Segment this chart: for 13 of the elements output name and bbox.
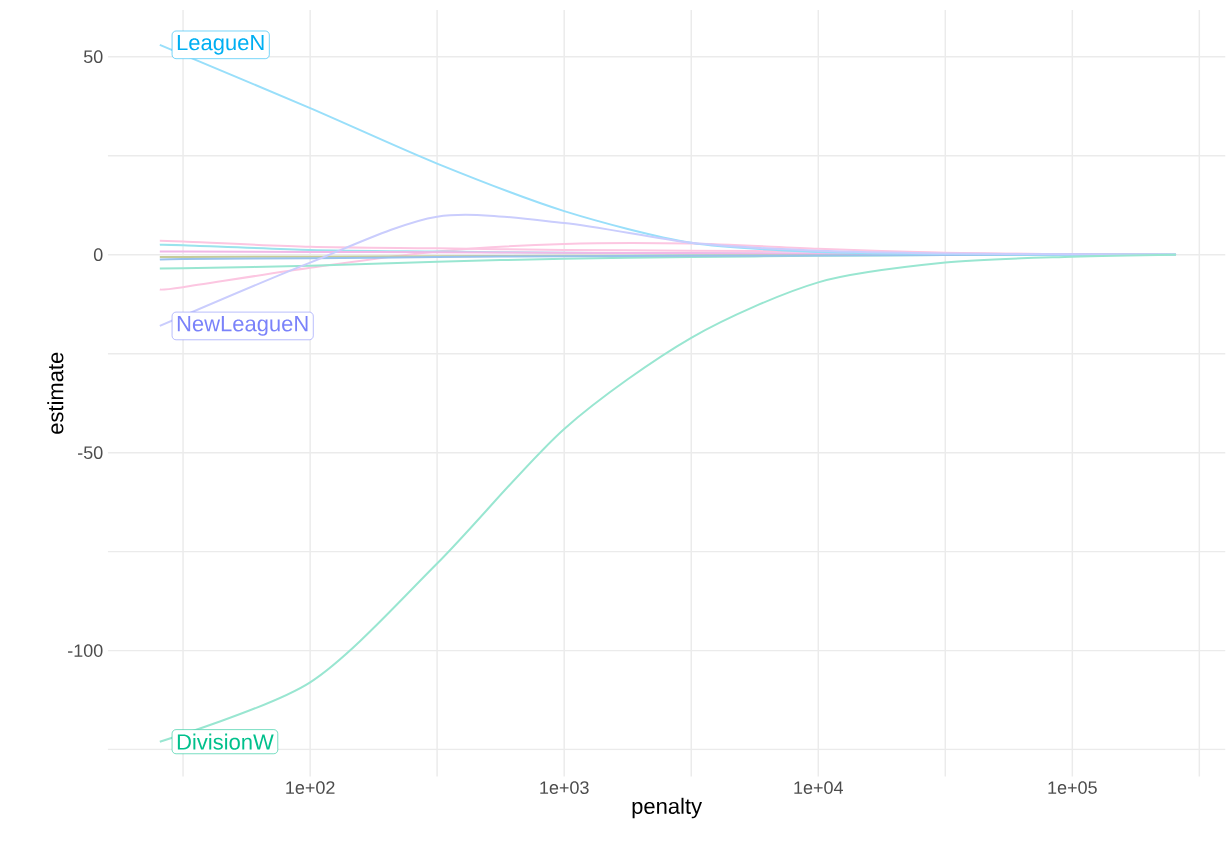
x-tick-label: 1e+05 [1048,781,1097,794]
y-tick-label: 0 [93,248,103,261]
y-tick-label: -50 [78,446,103,459]
series-label: NewLeagueN [177,315,308,336]
series-label: LeagueN [177,34,264,55]
x-tick-label: 1e+04 [794,781,843,794]
x-tick-label: 1e+03 [540,781,589,794]
y-tick-label: -100 [68,644,103,657]
y-tick-label: 50 [83,50,103,63]
x-tick-label: 1e+02 [286,781,335,794]
x-axis-title: penalty [632,797,703,819]
y-axis-title: estimate [47,352,64,434]
series-label: DivisionW [177,733,274,750]
